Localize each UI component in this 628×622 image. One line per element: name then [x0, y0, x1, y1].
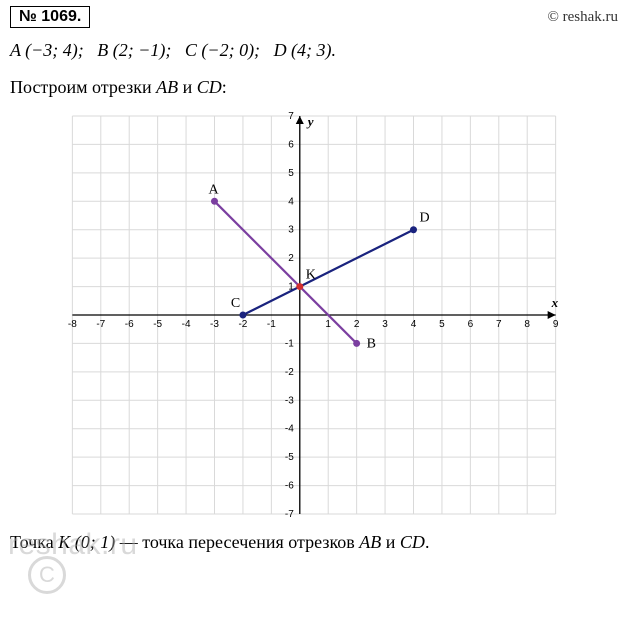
svg-text:-3: -3 — [285, 395, 294, 406]
conclusion: Точка K (0; 1) — точка пересечения отрез… — [0, 520, 628, 565]
svg-text:-2: -2 — [238, 319, 247, 330]
svg-text:-5: -5 — [153, 319, 162, 330]
svg-text:9: 9 — [553, 319, 559, 330]
svg-text:-8: -8 — [68, 319, 77, 330]
conclusion-prefix: Точка — [10, 532, 58, 552]
svg-text:D: D — [420, 211, 430, 226]
point-b-text: B (2; −1); — [97, 40, 171, 60]
svg-text:5: 5 — [288, 168, 294, 179]
svg-text:-1: -1 — [267, 319, 276, 330]
svg-text:5: 5 — [439, 319, 445, 330]
copyright: © reshak.ru — [547, 9, 618, 26]
svg-text:4: 4 — [411, 319, 417, 330]
coordinate-chart: -8-7-6-5-4-3-2-1123456789-7-6-5-4-3-2-11… — [10, 110, 618, 520]
svg-text:-3: -3 — [210, 319, 219, 330]
svg-text:8: 8 — [524, 319, 530, 330]
svg-text:3: 3 — [382, 319, 388, 330]
svg-text:A: A — [209, 182, 220, 197]
svg-text:B: B — [367, 336, 376, 351]
svg-text:4: 4 — [288, 196, 294, 207]
problem-number: № 1069. — [10, 6, 90, 28]
svg-text:-7: -7 — [285, 509, 294, 520]
svg-text:-4: -4 — [182, 319, 191, 330]
segment-ab: AB — [156, 77, 178, 97]
svg-text:C: C — [231, 296, 240, 311]
instruction: Построим отрезки AB и CD: — [0, 69, 628, 110]
point-k: K (0; 1) — [58, 532, 115, 552]
conclusion-and: и — [381, 532, 400, 552]
svg-text:2: 2 — [288, 253, 294, 264]
svg-text:-6: -6 — [285, 481, 294, 492]
chart-svg: -8-7-6-5-4-3-2-1123456789-7-6-5-4-3-2-11… — [10, 110, 618, 520]
svg-text:7: 7 — [288, 111, 294, 122]
header: № 1069. © reshak.ru — [0, 0, 628, 32]
svg-text:-1: -1 — [285, 338, 294, 349]
svg-text:3: 3 — [288, 225, 294, 236]
svg-text:2: 2 — [354, 319, 360, 330]
conclusion-seg1: AB — [359, 532, 381, 552]
conclusion-seg2: CD — [400, 532, 425, 552]
point-d-text: D (4; 3). — [274, 40, 336, 60]
svg-text:6: 6 — [468, 319, 474, 330]
svg-text:-6: -6 — [125, 319, 134, 330]
svg-text:6: 6 — [288, 139, 294, 150]
conclusion-suffix: . — [425, 532, 430, 552]
point-c-text: C (−2; 0); — [185, 40, 260, 60]
svg-text:K: K — [306, 268, 316, 283]
svg-text:7: 7 — [496, 319, 502, 330]
svg-text:-4: -4 — [285, 424, 294, 435]
svg-text:-2: -2 — [285, 367, 294, 378]
point-a-text: A (−3; 4); — [10, 40, 84, 60]
svg-text:y: y — [306, 114, 314, 129]
points-list: A (−3; 4); B (2; −1); C (−2; 0); D (4; 3… — [0, 32, 628, 69]
conclusion-mid: — точка пересечения отрезков — [115, 532, 359, 552]
segment-cd: CD — [197, 77, 222, 97]
instruction-and: и — [178, 77, 197, 97]
instruction-prefix: Построим отрезки — [10, 77, 156, 97]
svg-text:-7: -7 — [96, 319, 105, 330]
svg-text:x: x — [551, 295, 559, 310]
svg-text:1: 1 — [325, 319, 331, 330]
instruction-suffix: : — [222, 77, 227, 97]
svg-text:-5: -5 — [285, 452, 294, 463]
